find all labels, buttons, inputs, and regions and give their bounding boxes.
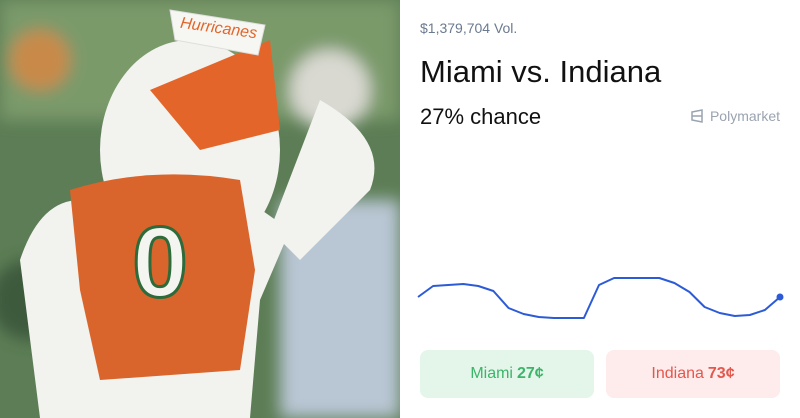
buy-button[interactable]: Miami 27¢ [420, 350, 594, 398]
volume: $1,379,704 Vol. [420, 20, 518, 36]
price-line [417, 277, 781, 319]
market-title[interactable]: Miami vs. Indiana [420, 54, 662, 89]
chance: 27% chance [420, 104, 542, 129]
outcome-label: Indiana [651, 365, 704, 382]
outcome-price: 73¢ [707, 365, 735, 382]
brand-logo [691, 109, 703, 123]
beak [150, 40, 280, 150]
jersey [70, 174, 255, 380]
buy-button[interactable]: Indiana 73¢ [606, 350, 780, 398]
brand[interactable]: Polymarket [690, 108, 780, 124]
jersey-number: 0 [132, 206, 188, 318]
last-point [776, 293, 784, 301]
photo: Hurricanes 0 [0, 0, 400, 418]
hat [169, 9, 266, 56]
brand-name: Polymarket [709, 108, 780, 124]
price-chart [417, 277, 784, 319]
outcome-label: Miami [470, 365, 513, 382]
arm [270, 100, 375, 260]
outcome-price: 27¢ [516, 365, 544, 382]
market-panel: $1,379,704 Vol. Miami vs. Indiana 27% ch… [400, 0, 800, 418]
